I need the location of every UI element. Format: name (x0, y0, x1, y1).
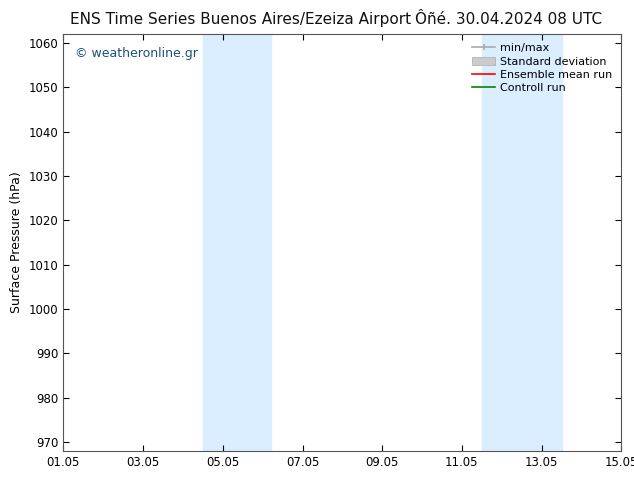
Bar (203, 34, 271, 451)
Legend: min/max, Standard deviation, Ensemble mean run, Controll run: min/max, Standard deviation, Ensemble me… (469, 40, 616, 97)
Text: Ôñé. 30.04.2024 08 UTC: Ôñé. 30.04.2024 08 UTC (415, 12, 602, 27)
Y-axis label: Surface Pressure (hPa): Surface Pressure (hPa) (10, 172, 23, 314)
Text: ENS Time Series Buenos Aires/Ezeiza Airport: ENS Time Series Buenos Aires/Ezeiza Airp… (70, 12, 411, 27)
Text: © weatheronline.gr: © weatheronline.gr (75, 47, 197, 60)
Bar (482, 34, 562, 451)
